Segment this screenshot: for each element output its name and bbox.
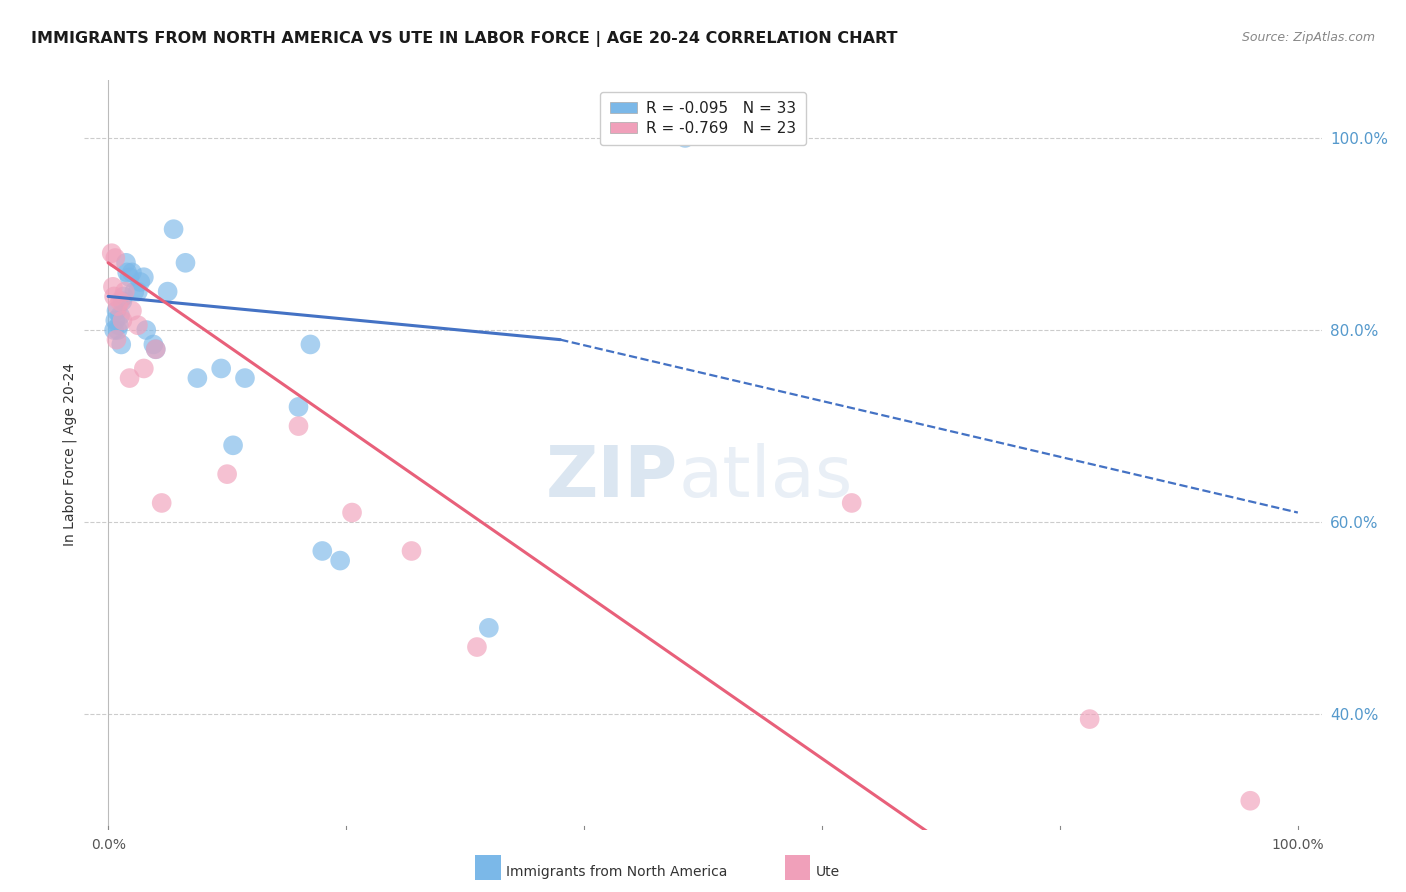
- Point: [105, 333, 128, 347]
- Point: [478, 621, 501, 635]
- Point: [1239, 794, 1261, 808]
- Point: [401, 544, 423, 558]
- Point: [329, 553, 352, 567]
- Text: Immigrants from North America: Immigrants from North America: [506, 865, 727, 880]
- Point: [135, 323, 157, 337]
- Y-axis label: In Labor Force | Age 20-24: In Labor Force | Age 20-24: [63, 363, 77, 547]
- Point: [103, 289, 125, 303]
- Point: [299, 337, 322, 351]
- Point: [132, 361, 155, 376]
- Point: [114, 285, 136, 299]
- Point: [118, 371, 141, 385]
- Point: [217, 467, 239, 482]
- Point: [105, 303, 128, 318]
- Point: [156, 285, 179, 299]
- Point: [115, 256, 138, 270]
- Point: [287, 400, 309, 414]
- Text: atlas: atlas: [678, 443, 852, 512]
- Point: [162, 222, 184, 236]
- Point: [118, 270, 141, 285]
- Point: [841, 496, 863, 510]
- Point: [104, 251, 127, 265]
- Point: [100, 246, 122, 260]
- Point: [108, 294, 131, 309]
- Point: [287, 419, 309, 434]
- Point: [104, 313, 127, 327]
- Point: [233, 371, 256, 385]
- Point: [108, 309, 131, 323]
- Point: [121, 303, 143, 318]
- Point: [111, 313, 134, 327]
- Point: [107, 299, 129, 313]
- Point: [127, 285, 149, 299]
- Point: [1078, 712, 1101, 726]
- Point: [311, 544, 333, 558]
- Point: [132, 270, 155, 285]
- Point: [129, 275, 152, 289]
- Point: [142, 337, 165, 351]
- Point: [124, 285, 146, 299]
- Text: Ute: Ute: [815, 865, 839, 880]
- Point: [107, 323, 129, 337]
- Point: [101, 280, 124, 294]
- Point: [110, 337, 132, 351]
- Point: [115, 265, 138, 279]
- Point: [174, 256, 197, 270]
- Point: [145, 343, 167, 357]
- Point: [103, 323, 125, 337]
- Point: [465, 640, 488, 654]
- Point: [112, 289, 135, 303]
- Point: [145, 343, 167, 357]
- Point: [209, 361, 232, 376]
- Point: [222, 438, 245, 452]
- Point: [150, 496, 173, 510]
- Point: [673, 131, 696, 145]
- Text: Source: ZipAtlas.com: Source: ZipAtlas.com: [1241, 31, 1375, 45]
- Point: [108, 318, 131, 333]
- Point: [127, 318, 149, 333]
- Text: IMMIGRANTS FROM NORTH AMERICA VS UTE IN LABOR FORCE | AGE 20-24 CORRELATION CHAR: IMMIGRANTS FROM NORTH AMERICA VS UTE IN …: [31, 31, 897, 47]
- Legend: R = -0.095   N = 33, R = -0.769   N = 23: R = -0.095 N = 33, R = -0.769 N = 23: [600, 92, 806, 145]
- Point: [121, 265, 143, 279]
- Point: [340, 506, 363, 520]
- Text: ZIP: ZIP: [546, 443, 678, 512]
- Point: [186, 371, 208, 385]
- Point: [111, 294, 134, 309]
